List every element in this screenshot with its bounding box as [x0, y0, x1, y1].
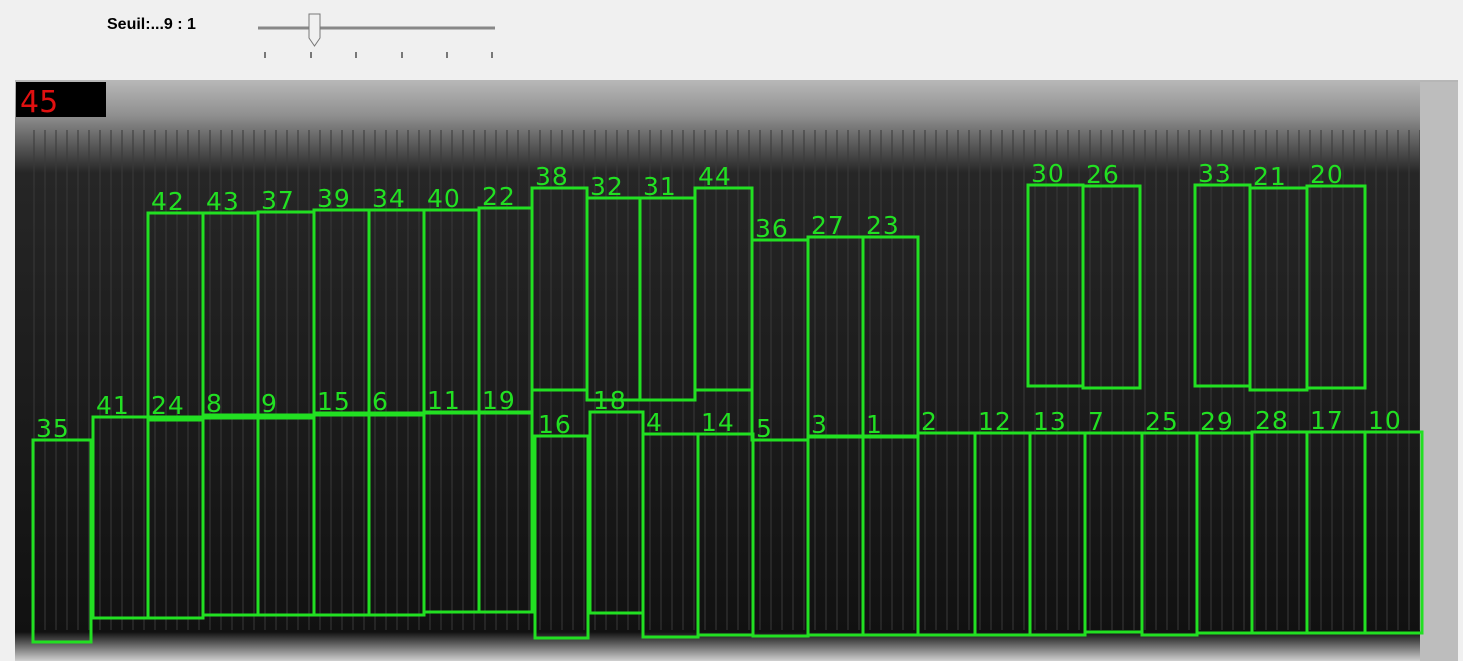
detection-label: 19: [482, 386, 516, 415]
detection-label: 34: [372, 184, 406, 213]
detection-label: 39: [317, 184, 351, 213]
detection-label: 44: [698, 162, 732, 191]
slider-label: Seuil:...9 : 1: [107, 16, 196, 33]
detection-label: 12: [978, 407, 1012, 436]
detection-label: 42: [151, 187, 185, 216]
detection-label: 27: [811, 211, 845, 240]
detection-label: 24: [151, 391, 185, 420]
detection-label: 35: [36, 414, 70, 443]
image-edge: [1420, 82, 1458, 661]
detection-label: 8: [206, 389, 223, 418]
detection-label: 4: [646, 408, 663, 437]
detection-label: 33: [1198, 159, 1232, 188]
detection-label: 31: [643, 172, 677, 201]
detection-label: 7: [1088, 407, 1105, 436]
detection-label: 3: [811, 410, 828, 439]
detection-label: 23: [866, 211, 900, 240]
detection-box: [1081, 184, 1142, 390]
detection-label: 13: [1033, 407, 1067, 436]
detection-label: 2: [921, 407, 938, 436]
detection-box: [31, 438, 93, 644]
toolbar: [0, 0, 1463, 78]
detection-label: 38: [535, 162, 569, 191]
detection-label: 14: [701, 408, 735, 437]
slider[interactable]: [258, 13, 495, 58]
detection-label: 16: [538, 410, 572, 439]
detection-label: 6: [372, 387, 389, 416]
counter: 45: [20, 85, 58, 120]
detection-label: 40: [427, 184, 461, 213]
detection-label: 37: [261, 186, 295, 215]
detection-label: 28: [1255, 406, 1289, 435]
detection-label: 32: [590, 172, 624, 201]
counter-box: [16, 82, 106, 117]
detection-label: 15: [317, 387, 351, 416]
detection-label: 10: [1368, 406, 1402, 435]
detection-label: 22: [482, 182, 516, 211]
detection-label: 11: [427, 386, 461, 415]
detection-label: 29: [1200, 407, 1234, 436]
detection-label: 21: [1253, 162, 1287, 191]
detection-box: [1305, 184, 1367, 390]
detection-label: 36: [755, 214, 789, 243]
detection-label: 17: [1310, 406, 1344, 435]
detection-label: 26: [1086, 160, 1120, 189]
detection-label: 5: [756, 414, 773, 443]
detection-box: [1363, 430, 1424, 635]
detection-label: 1: [866, 410, 883, 439]
detection-label: 20: [1310, 160, 1344, 189]
detection-box: [861, 235, 920, 439]
detection-label: 41: [96, 391, 130, 420]
detection-label: 9: [261, 389, 278, 418]
detection-box: [533, 434, 590, 640]
detection-label: 25: [1145, 407, 1179, 436]
detection-label: 30: [1031, 159, 1065, 188]
detection-label: 43: [206, 187, 240, 216]
